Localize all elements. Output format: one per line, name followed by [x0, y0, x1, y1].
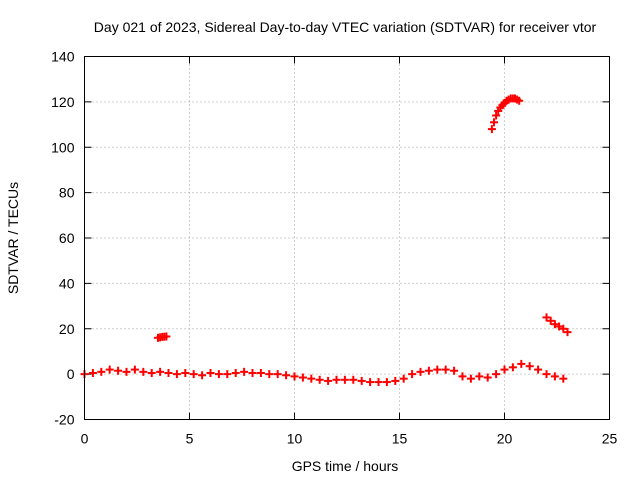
data-point — [340, 375, 349, 384]
data-point — [555, 322, 564, 331]
x-tick-label: 10 — [287, 431, 303, 447]
data-point — [517, 359, 526, 368]
data-point — [399, 374, 408, 383]
data-point — [416, 367, 425, 376]
data-point — [198, 371, 207, 380]
data-point — [563, 328, 572, 337]
y-tick-label: 40 — [59, 275, 75, 291]
y-tick-label: 80 — [59, 185, 75, 201]
data-point — [164, 368, 173, 377]
data-point — [97, 367, 106, 376]
data-point — [492, 111, 501, 120]
y-tick-label: -20 — [54, 412, 74, 428]
data-point — [349, 375, 358, 384]
data-point — [458, 372, 467, 381]
data-point — [206, 368, 215, 377]
data-point — [324, 376, 333, 385]
y-tick-label: 120 — [51, 94, 75, 110]
data-point — [156, 367, 165, 376]
data-point — [433, 365, 442, 374]
data-point — [105, 365, 114, 374]
data-point — [550, 372, 559, 381]
y-tick-label: 0 — [67, 366, 75, 382]
x-tick-label: 20 — [497, 431, 513, 447]
data-point — [256, 368, 265, 377]
data-point — [265, 370, 274, 379]
data-point — [162, 332, 171, 341]
data-point — [382, 378, 391, 387]
grid-lines — [84, 56, 610, 420]
y-tick-label: 140 — [51, 49, 75, 65]
data-point — [248, 368, 257, 377]
data-point — [147, 368, 156, 377]
data-point — [374, 378, 383, 387]
data-point — [508, 363, 517, 372]
data-point — [231, 368, 240, 377]
y-tick-label: 100 — [51, 139, 75, 155]
data-point — [172, 370, 181, 379]
data-point — [487, 125, 496, 134]
data-point — [466, 374, 475, 383]
data-point — [550, 320, 559, 329]
y-axis-title: SDTVAR / TECUs — [5, 182, 21, 294]
data-point — [357, 376, 366, 385]
data-point — [298, 373, 307, 382]
data-point — [500, 365, 509, 374]
data-point — [542, 370, 551, 379]
x-tick-label: 5 — [186, 431, 194, 447]
data-points — [80, 94, 572, 387]
y-tick-label: 20 — [59, 321, 75, 337]
data-point — [88, 368, 97, 377]
tick-marks — [84, 56, 610, 420]
data-point — [559, 374, 568, 383]
plot-frame — [84, 56, 610, 420]
data-point — [450, 366, 459, 375]
x-tick-labels: 0 5 10 15 20 25 — [81, 431, 618, 447]
y-tick-label: 60 — [59, 230, 75, 246]
x-tick-label: 0 — [81, 431, 89, 447]
data-point — [290, 372, 299, 381]
data-point — [130, 365, 139, 374]
data-point — [214, 370, 223, 379]
data-point — [273, 370, 282, 379]
data-point — [366, 378, 375, 387]
data-point — [492, 370, 501, 379]
data-point — [139, 367, 148, 376]
data-point — [515, 96, 524, 105]
x-tick-label: 15 — [392, 431, 408, 447]
data-point — [189, 370, 198, 379]
y-tick-labels: -20 0 20 40 60 80 100 120 140 — [51, 49, 75, 428]
x-axis-title: GPS time / hours — [292, 458, 399, 474]
x-tick-label: 25 — [602, 431, 618, 447]
data-point — [391, 376, 400, 385]
data-point — [240, 367, 249, 376]
data-point — [475, 372, 484, 381]
data-point — [122, 367, 131, 376]
data-point — [534, 365, 543, 374]
data-point — [542, 313, 551, 322]
data-point — [332, 375, 341, 384]
chart-title: Day 021 of 2023, Sidereal Day-to-day VTE… — [94, 19, 597, 35]
data-point — [408, 370, 417, 379]
data-point — [315, 375, 324, 384]
data-point — [559, 324, 568, 333]
data-point — [282, 371, 291, 380]
data-point — [490, 118, 498, 127]
data-point — [181, 368, 190, 377]
data-point — [441, 365, 450, 374]
data-point — [307, 374, 316, 383]
data-point — [424, 366, 433, 375]
data-point — [223, 370, 232, 379]
data-point — [114, 366, 123, 375]
data-point — [483, 373, 492, 382]
data-point — [546, 316, 555, 325]
data-point — [525, 362, 534, 371]
